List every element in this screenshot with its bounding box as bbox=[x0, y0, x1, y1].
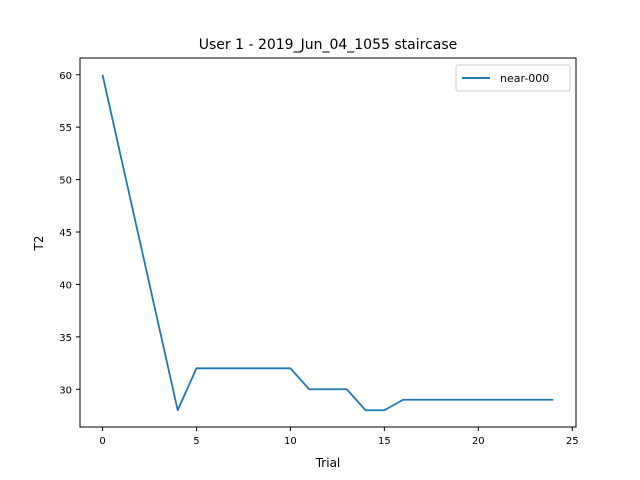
x-tick-label: 5 bbox=[193, 436, 199, 447]
y-tick-label: 35 bbox=[59, 333, 72, 344]
x-axis-ticks: 0 5 10 15 20 25 bbox=[99, 427, 579, 447]
x-tick-label: 10 bbox=[284, 436, 297, 447]
y-tick-label: 55 bbox=[59, 123, 72, 134]
y-tick-label: 30 bbox=[59, 385, 72, 396]
y-tick-label: 50 bbox=[59, 176, 72, 187]
series-line-near-000 bbox=[101, 74, 554, 412]
y-axis-ticks: 30 35 40 45 50 55 60 bbox=[59, 71, 80, 396]
y-tick-label: 45 bbox=[59, 228, 72, 239]
chart-title: User 1 - 2019_Jun_04_1055 staircase bbox=[199, 37, 458, 53]
x-tick-label: 20 bbox=[472, 436, 485, 447]
legend: near-000 bbox=[455, 64, 571, 92]
x-tick-label: 25 bbox=[566, 436, 579, 447]
y-tick-label: 60 bbox=[59, 71, 72, 82]
plot-area bbox=[79, 57, 577, 428]
y-tick-label: 40 bbox=[59, 280, 72, 291]
y-axis-label: T2 bbox=[32, 236, 46, 252]
legend-box bbox=[455, 64, 571, 92]
x-tick-label: 0 bbox=[99, 436, 105, 447]
x-axis-label: Trial bbox=[315, 456, 341, 470]
series-layer bbox=[101, 74, 554, 412]
x-tick-label: 15 bbox=[378, 436, 391, 447]
legend-label-near-000: near-000 bbox=[500, 72, 549, 85]
plot-frame bbox=[79, 57, 577, 428]
